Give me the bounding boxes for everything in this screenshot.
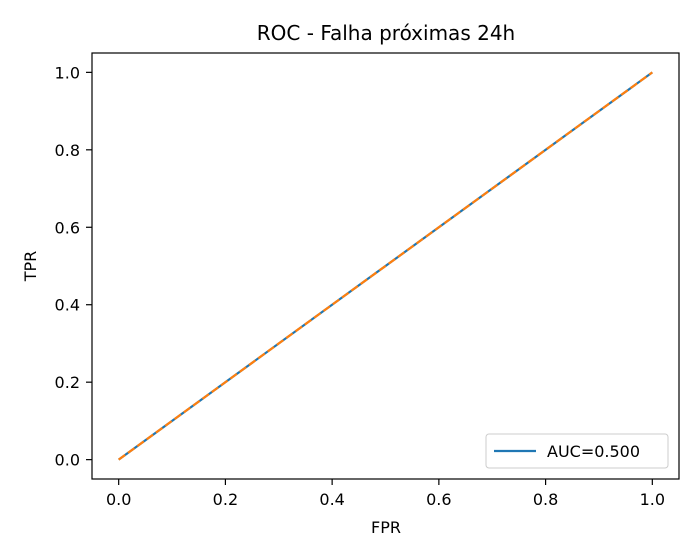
- chart-title: ROC - Falha próximas 24h: [257, 21, 515, 45]
- y-axis-label: TPR: [21, 251, 40, 283]
- x-axis-ticks: 0.0 0.2 0.4 0.6 0.8 1.0: [106, 479, 665, 509]
- y-tick-label: 0.4: [55, 296, 80, 315]
- legend-label-auc: AUC=0.500: [547, 442, 640, 461]
- x-axis-label: FPR: [371, 518, 401, 537]
- x-tick-label: 0.6: [426, 490, 451, 509]
- y-tick-label: 0.0: [55, 451, 80, 470]
- legend-box: [485, 433, 669, 469]
- x-tick-label: 0.0: [106, 490, 131, 509]
- y-tick-label: 0.6: [55, 218, 80, 237]
- y-axis-ticks: 0.0 0.2 0.4 0.6 0.8 1.0: [55, 63, 92, 470]
- x-tick-label: 1.0: [640, 490, 665, 509]
- y-tick-label: 0.2: [55, 373, 80, 392]
- series-layer: [118, 71, 653, 461]
- x-tick-label: 0.2: [213, 490, 238, 509]
- series-line-1: [118, 71, 653, 461]
- y-tick-label: 1.0: [55, 63, 80, 82]
- axes-frame: [91, 52, 680, 480]
- x-tick-label: 0.4: [319, 490, 344, 509]
- legend: AUC=0.500: [485, 433, 669, 469]
- y-tick-label: 0.8: [55, 141, 80, 160]
- plot-area: [91, 52, 680, 480]
- x-tick-label: 0.8: [533, 490, 558, 509]
